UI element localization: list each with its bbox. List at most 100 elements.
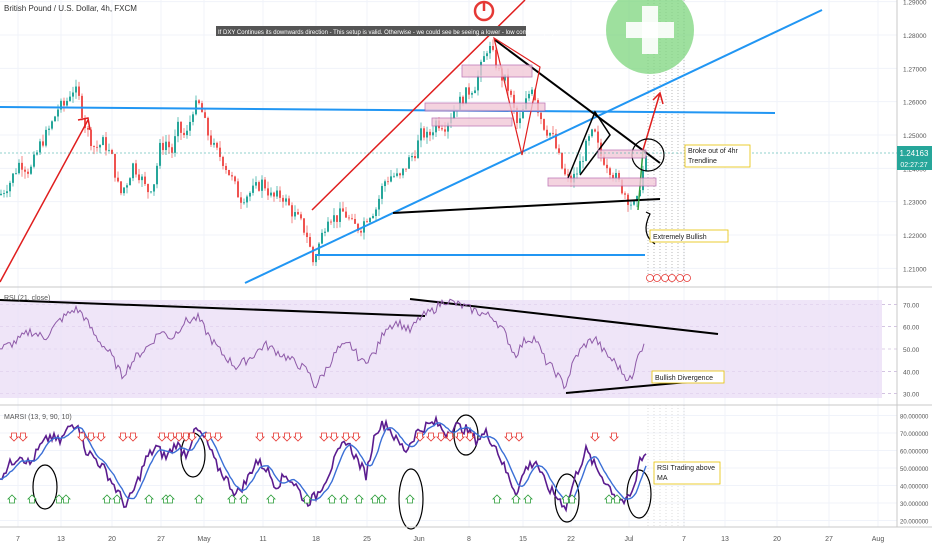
sell-arrow-icon [18, 432, 28, 442]
candle-body [264, 179, 266, 189]
candle-body [225, 165, 227, 170]
event-marker-icon [676, 274, 684, 282]
candle-body [141, 176, 143, 181]
callout-trendline-line1: Broke out of 4hr [688, 148, 738, 155]
candle-body [105, 137, 107, 151]
candle-body [462, 96, 464, 105]
candle-body [57, 109, 59, 117]
marsi-label[interactable]: MARSI (13, 9, 90, 10) [4, 414, 72, 421]
candle-body [258, 182, 260, 191]
candle-body [297, 212, 299, 215]
price-tick-label: 1.21000 [903, 266, 927, 273]
buy-arrow-icon [354, 494, 364, 504]
rsi-label[interactable]: RSI (21, close) [4, 295, 50, 302]
candle-body [132, 163, 134, 179]
candle-body [417, 140, 419, 159]
marsi-tick-label: 70.000000 [900, 432, 929, 438]
buy-arrow-icon [227, 494, 237, 504]
rsi-axis[interactable]: 70.00 60.00 50.00 40.00 30.00 [903, 302, 920, 398]
drawings [0, 0, 823, 530]
candle-body [135, 163, 137, 175]
red-arrow-left [0, 119, 89, 283]
callout-bullish-text: Extremely Bullish [653, 234, 707, 241]
candle-body [291, 205, 293, 217]
price-tick-label: 1.25000 [903, 133, 927, 140]
candle-body [312, 246, 314, 263]
candle-body [630, 204, 632, 206]
projection-arrow-red-head [652, 91, 664, 105]
marsi-circle-mid4 [554, 473, 580, 523]
time-tick-label: Jun [413, 536, 424, 543]
candle-body [147, 184, 149, 193]
candle-body [369, 218, 371, 223]
callout-bullish: Extremely Bullish [649, 229, 729, 243]
candle-body [240, 197, 242, 203]
candle-body [60, 100, 62, 110]
sell-arrow-icon [166, 432, 176, 442]
candle-body [66, 100, 68, 106]
marsi-axis[interactable]: 80.000000 70.000000 60.000000 50.000000 40.0… [900, 415, 929, 526]
candle-body [282, 197, 284, 202]
candle-body [555, 133, 557, 149]
candle-body [522, 109, 524, 119]
candle-body [339, 208, 341, 222]
marsi-circle-right [626, 469, 652, 519]
buy-arrow-icon [144, 494, 154, 504]
candle-body [546, 129, 548, 136]
black-flag [567, 110, 611, 179]
candle-body [429, 131, 431, 136]
candle-body [444, 129, 446, 132]
candle-body [120, 181, 122, 194]
candle-body [168, 141, 170, 148]
price-axis[interactable]: 1.290001.280001.270001.260001.250001.240… [903, 0, 927, 273]
marsi-signal-arrows [7, 432, 622, 504]
candle-body [108, 149, 110, 151]
candle-body [156, 165, 158, 185]
candle-body [93, 146, 95, 147]
candle-body [354, 219, 356, 224]
candle-body [477, 75, 479, 91]
candle-body [360, 230, 362, 233]
candle-body [285, 198, 287, 202]
candle-body [75, 86, 77, 93]
callout-divergence-text: Bullish Divergence [655, 375, 713, 382]
candle-body [426, 131, 428, 138]
candle-body [414, 155, 416, 159]
buy-arrow-icon [561, 494, 571, 504]
candle-body [612, 174, 614, 179]
buy-arrow-icon [239, 494, 249, 504]
candle-body [519, 118, 521, 124]
buy-arrow-icon [165, 494, 175, 504]
symbol-title[interactable]: British Pound / U.S. Dollar, 4h, FXCM [4, 4, 137, 13]
sell-arrow-icon [445, 432, 455, 442]
candle-body [36, 152, 38, 155]
sell-arrow-icon [351, 432, 361, 442]
candle-body [492, 45, 494, 50]
buy-arrow-icon [339, 494, 349, 504]
callout-rsi-ma-line2: MA [657, 475, 668, 482]
candle-body [99, 145, 101, 148]
candle-body [381, 186, 383, 199]
candle-body [222, 156, 224, 166]
rsi-tick-label: 40.00 [903, 369, 920, 376]
candle-body [618, 172, 620, 180]
candlestick-series [0, 39, 691, 282]
candle-body [150, 191, 152, 193]
candle-body [378, 198, 380, 210]
callout-trendline: Broke out of 4hr Trendline [684, 144, 751, 168]
marsi-ma-line [0, 422, 647, 504]
candle-body [342, 208, 344, 212]
sell-arrow-icon [609, 432, 619, 442]
candle-body [237, 181, 239, 198]
time-axis[interactable]: 7 13 20 27 May 11 18 25 Jun 8 15 22 Jul 7 13 20 27 Aug [16, 536, 884, 543]
candle-body [402, 168, 404, 176]
buy-arrow-icon [27, 494, 37, 504]
candle-body [171, 147, 173, 153]
candle-body [159, 142, 161, 166]
time-tick-label: 27 [157, 536, 165, 543]
candle-body [165, 141, 167, 151]
candle-body [558, 148, 560, 153]
supply-zone-2 [424, 102, 546, 112]
candle-body [411, 155, 413, 158]
